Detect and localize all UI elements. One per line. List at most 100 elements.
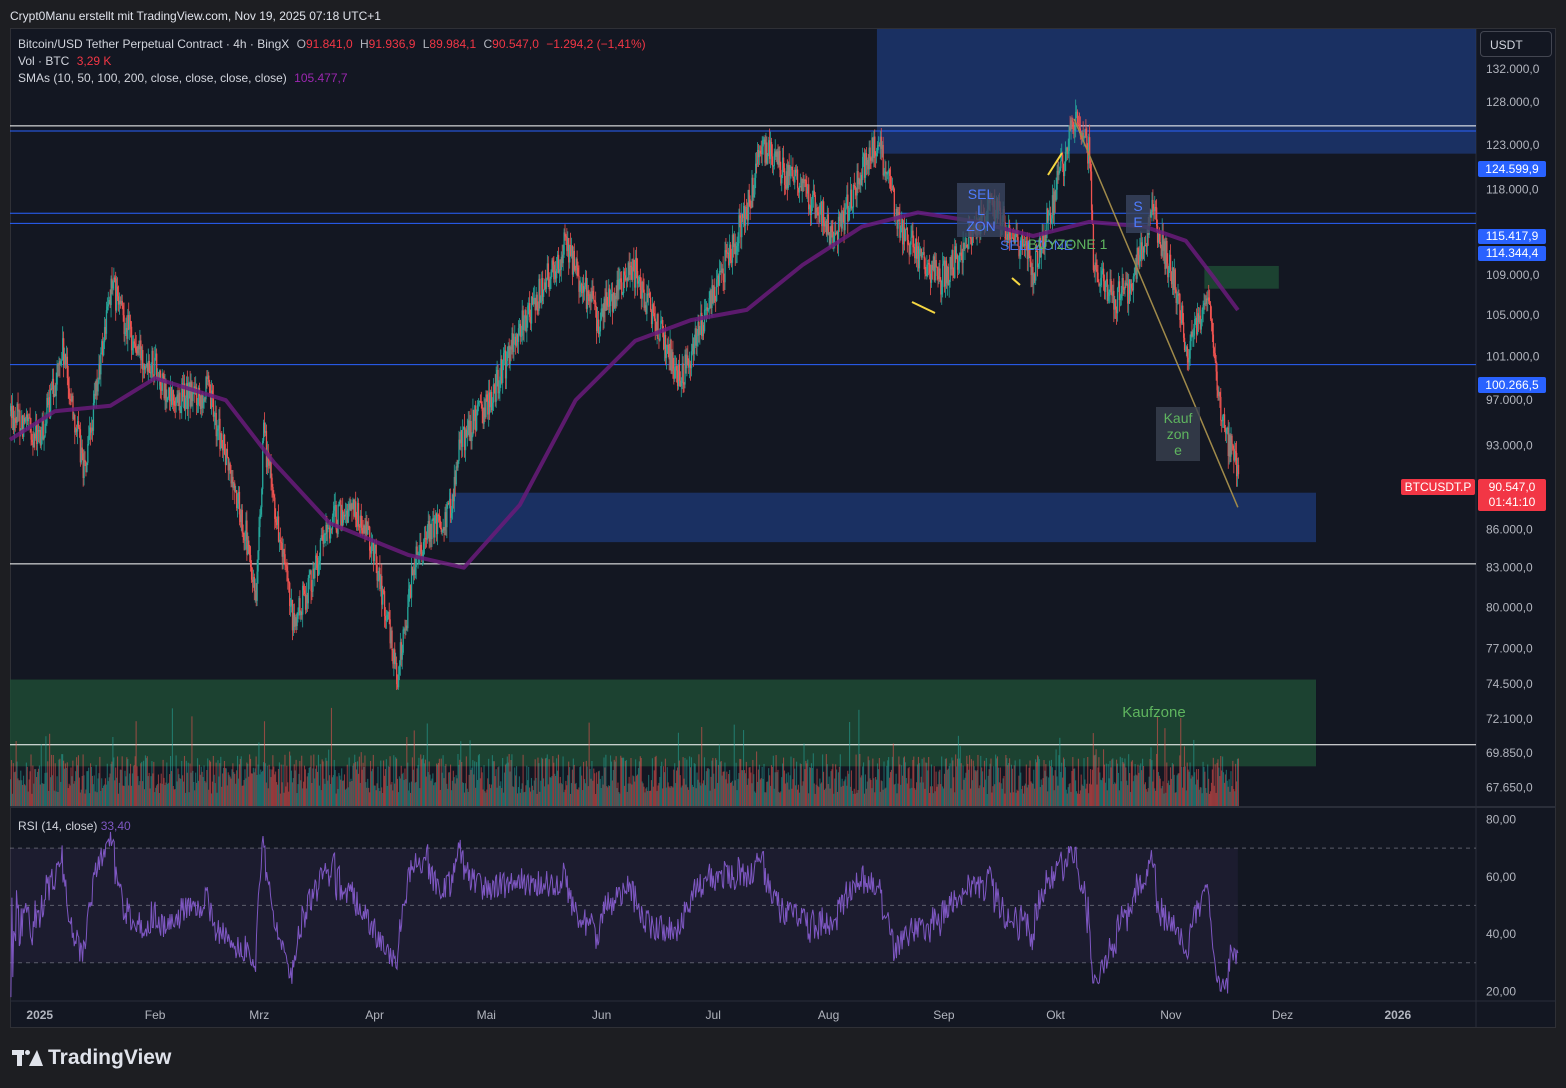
volume-bar bbox=[769, 775, 771, 806]
sma-legend[interactable]: SMAs (10, 50, 100, 200, close, close, cl… bbox=[18, 71, 352, 85]
volume-bar bbox=[493, 761, 495, 806]
volume-bar bbox=[449, 764, 452, 806]
candle-body bbox=[397, 674, 400, 688]
candle-body bbox=[124, 332, 126, 335]
candle-body bbox=[543, 290, 545, 297]
volume-bar bbox=[598, 770, 600, 806]
volume-bar bbox=[661, 761, 663, 806]
volume-bar bbox=[541, 757, 543, 806]
volume-bar bbox=[957, 735, 959, 806]
volume-bar bbox=[799, 763, 801, 806]
candle-body bbox=[533, 298, 536, 300]
candle-body bbox=[1164, 241, 1166, 269]
volume-bar bbox=[1049, 766, 1052, 806]
candle-body bbox=[400, 642, 402, 660]
rsi-legend[interactable]: RSI (14, close) 33,40 bbox=[18, 819, 131, 833]
volume-bar bbox=[1054, 770, 1056, 806]
volume-bar bbox=[364, 755, 366, 806]
volume-bar bbox=[905, 777, 907, 806]
candle-body bbox=[374, 544, 376, 549]
volume-bar bbox=[845, 776, 847, 806]
volume-bar bbox=[992, 786, 994, 806]
volume-bar bbox=[739, 758, 741, 806]
candle-body bbox=[682, 363, 684, 384]
volume-bar bbox=[1096, 784, 1098, 806]
candle-body bbox=[904, 229, 907, 242]
candle-body bbox=[226, 449, 229, 458]
candle-body bbox=[271, 477, 273, 487]
volume-bar bbox=[576, 789, 578, 806]
volume-bar bbox=[913, 756, 915, 806]
volume-bar bbox=[754, 791, 756, 806]
candle-body bbox=[930, 264, 933, 283]
volume-bar bbox=[803, 743, 805, 806]
volume-bar bbox=[921, 758, 923, 806]
candle-body bbox=[1017, 236, 1019, 247]
volume-bar bbox=[991, 792, 993, 806]
volume-bar bbox=[582, 790, 584, 806]
candle-body bbox=[1135, 266, 1137, 279]
candle-body bbox=[858, 178, 860, 185]
candle-body bbox=[249, 546, 251, 556]
candle-body bbox=[1068, 125, 1070, 151]
volume-bar bbox=[145, 758, 147, 806]
volume-bar bbox=[437, 762, 439, 806]
volume-bar bbox=[1174, 792, 1176, 806]
candle-body bbox=[1174, 269, 1176, 290]
volume-legend[interactable]: Vol · BTC 3,29 K bbox=[18, 54, 115, 68]
candle-body bbox=[1159, 241, 1162, 247]
candle-body bbox=[348, 503, 350, 509]
volume-bar bbox=[480, 767, 482, 806]
volume-bar bbox=[1013, 765, 1015, 806]
candle-body bbox=[362, 530, 364, 534]
volume-bar bbox=[1064, 767, 1066, 806]
candle-body bbox=[427, 521, 429, 526]
time-tick-label: Jul bbox=[706, 1008, 721, 1022]
candle-body bbox=[875, 155, 877, 157]
candle-body bbox=[743, 206, 745, 218]
volume-bar bbox=[455, 775, 457, 806]
volume-bar bbox=[663, 772, 666, 806]
symbol-legend[interactable]: Bitcoin/USD Tether Perpetual Contract · … bbox=[18, 37, 650, 51]
candle-body bbox=[308, 574, 310, 578]
volume-bar bbox=[712, 757, 714, 806]
candle-body bbox=[730, 260, 733, 263]
volume-bar bbox=[11, 793, 13, 806]
currency-button[interactable]: USDT bbox=[1480, 31, 1552, 57]
candle-body bbox=[109, 300, 111, 306]
volume-bar bbox=[1115, 783, 1117, 806]
volume-bar bbox=[870, 780, 872, 806]
volume-bar bbox=[581, 775, 583, 806]
candle-body bbox=[949, 257, 951, 283]
candle-body bbox=[626, 278, 629, 281]
volume-bar bbox=[1121, 757, 1123, 806]
volume-bar bbox=[904, 762, 906, 806]
candle-body bbox=[596, 306, 598, 332]
volume-bar bbox=[569, 767, 571, 806]
candle-body bbox=[1051, 195, 1054, 219]
candle-body bbox=[44, 424, 46, 437]
candle-body bbox=[110, 278, 112, 306]
volume-bar bbox=[21, 780, 23, 806]
candle-body bbox=[79, 429, 82, 463]
candle-body bbox=[78, 427, 81, 430]
candle-body bbox=[298, 598, 300, 613]
candle-body bbox=[794, 169, 796, 183]
volume-bar bbox=[1056, 776, 1058, 806]
time-tick-label: Aug bbox=[818, 1008, 839, 1022]
volume-bar bbox=[962, 765, 964, 806]
volume-bar bbox=[1018, 775, 1020, 806]
ohlc-close: C90.547,0 bbox=[483, 37, 539, 51]
candle-body bbox=[642, 281, 644, 290]
candle-body bbox=[172, 390, 175, 401]
volume-bar bbox=[139, 781, 141, 806]
candle-body bbox=[1122, 278, 1124, 289]
candle-body bbox=[587, 290, 589, 297]
volume-bar bbox=[1041, 784, 1043, 806]
candle-body bbox=[888, 169, 890, 173]
candle-body bbox=[1102, 268, 1105, 282]
tradingview-logo[interactable]: TradingView bbox=[12, 1046, 171, 1070]
volume-bar bbox=[45, 736, 47, 806]
candle-body bbox=[467, 420, 469, 431]
